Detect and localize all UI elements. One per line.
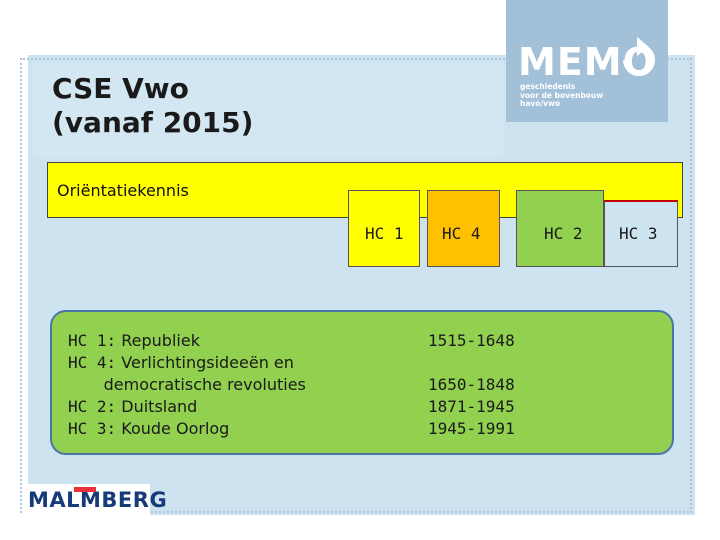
slide-title: CSE Vwo (vanaf 2015)	[52, 72, 254, 139]
topic-years: 1871-1945	[428, 397, 515, 416]
hc4-box	[427, 190, 500, 267]
topic-code: HC 1:	[68, 331, 117, 350]
topics-panel	[50, 310, 674, 455]
hc3-box	[604, 200, 678, 267]
topics-list: HC 1: Republiek HC 4: Verlichtingsideeën…	[68, 330, 306, 440]
orientatiekennis-label: Oriëntatiekennis	[57, 181, 189, 200]
memo-logo-text: MEMO	[518, 40, 656, 84]
topic-years: 1945-1991	[428, 419, 515, 438]
hc2-label: HC 2	[544, 224, 583, 243]
topic-code: HC 3:	[68, 419, 117, 438]
topic-years: 1515-1648	[428, 331, 515, 350]
hc2-box	[516, 190, 604, 267]
hc1-box	[348, 190, 420, 267]
hc1-label: HC 1	[365, 224, 404, 243]
years-list: 1515-1648 1650-1848 1871-1945 1945-1991	[428, 330, 515, 440]
memo-subtitle: geschiedenis voor de bovenbouw havo/vwo	[520, 82, 604, 108]
malmberg-accent-icon	[74, 487, 96, 492]
topic-code: HC 4:	[68, 353, 117, 372]
memo-logo	[506, 0, 668, 122]
slide-frame	[20, 58, 692, 513]
topic-years: 1650-1848	[428, 375, 515, 394]
title-panel	[33, 63, 503, 158]
hc4-label: HC 4	[442, 224, 481, 243]
topic-code: HC 2:	[68, 397, 117, 416]
topic-text: Republiek	[121, 331, 200, 350]
topic-text: Verlichtingsideeën en democratische revo…	[103, 353, 306, 394]
hc3-label: HC 3	[619, 224, 658, 243]
malmberg-logo-text: MALMBERG	[28, 488, 168, 512]
topic-text: Koude Oorlog	[121, 419, 230, 438]
memo-arrow-icon	[623, 37, 655, 76]
topic-text: Duitsland	[121, 397, 198, 416]
